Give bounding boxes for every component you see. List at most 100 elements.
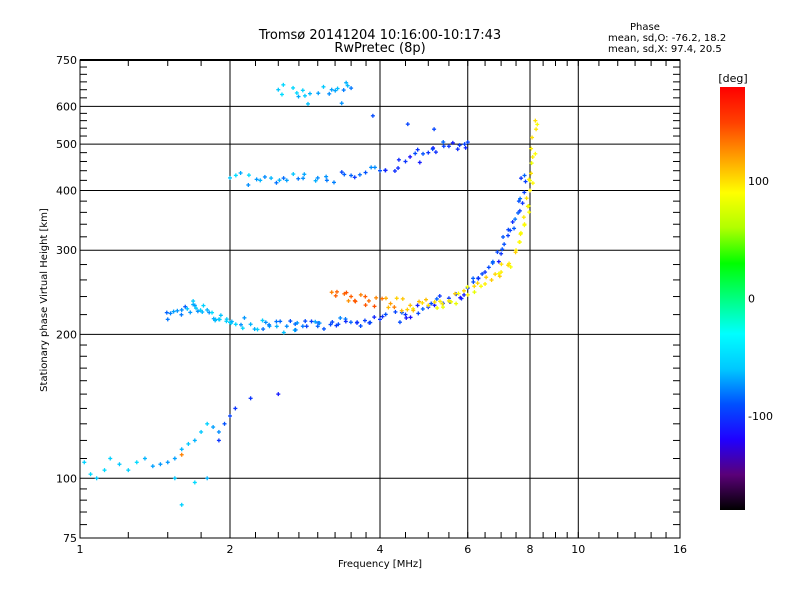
data-point bbox=[362, 318, 367, 323]
data-point bbox=[458, 295, 463, 300]
x-tick-label: 8 bbox=[527, 543, 534, 556]
data-point bbox=[274, 180, 279, 185]
data-point bbox=[493, 272, 498, 277]
data-point bbox=[420, 300, 425, 305]
data-point bbox=[435, 306, 440, 311]
data-point bbox=[430, 147, 435, 152]
data-point bbox=[346, 298, 351, 303]
data-point bbox=[524, 196, 529, 201]
data-point bbox=[126, 468, 131, 473]
data-point bbox=[456, 291, 461, 296]
data-point bbox=[108, 456, 113, 461]
data-point bbox=[440, 301, 445, 306]
data-point bbox=[432, 127, 437, 132]
data-point bbox=[327, 91, 332, 96]
data-point bbox=[313, 178, 318, 183]
data-point bbox=[295, 320, 300, 325]
data-point bbox=[303, 319, 308, 324]
data-point bbox=[344, 290, 349, 295]
data-point bbox=[526, 204, 531, 209]
data-point bbox=[357, 172, 362, 177]
data-point bbox=[284, 178, 289, 183]
data-point bbox=[233, 322, 238, 327]
data-point bbox=[102, 468, 107, 473]
data-point bbox=[397, 320, 402, 325]
y-tick-label: 100 bbox=[56, 472, 77, 485]
data-point bbox=[134, 460, 139, 465]
data-point bbox=[462, 292, 467, 297]
data-point bbox=[238, 170, 243, 175]
data-point bbox=[179, 447, 184, 452]
data-point bbox=[172, 456, 177, 461]
data-point bbox=[330, 320, 335, 325]
data-point bbox=[248, 322, 253, 327]
data-point bbox=[363, 303, 368, 308]
data-point bbox=[516, 210, 521, 215]
colorbar-ticks: 100 0 -100 bbox=[748, 175, 773, 423]
data-point bbox=[415, 303, 420, 308]
data-point bbox=[530, 155, 535, 160]
data-point bbox=[186, 441, 191, 446]
x-axis-ticks: 1 2 4 6 8 10 16 bbox=[77, 60, 687, 556]
data-point bbox=[246, 173, 251, 178]
data-point bbox=[403, 159, 408, 164]
data-point bbox=[388, 301, 393, 306]
data-point bbox=[195, 309, 200, 314]
data-point bbox=[158, 462, 163, 467]
data-point bbox=[296, 176, 301, 181]
data-point bbox=[218, 313, 223, 318]
data-point bbox=[233, 406, 238, 411]
x-tick-label: 6 bbox=[464, 543, 471, 556]
data-point bbox=[528, 171, 533, 176]
data-point bbox=[291, 172, 296, 177]
data-point bbox=[339, 170, 344, 175]
y-tick-label: 200 bbox=[56, 328, 77, 341]
data-point bbox=[349, 173, 354, 178]
data-point bbox=[413, 151, 418, 156]
data-point bbox=[199, 429, 204, 434]
data-point bbox=[191, 299, 196, 304]
data-point bbox=[405, 307, 410, 312]
data-point bbox=[392, 168, 397, 173]
data-point bbox=[501, 234, 506, 239]
data-point bbox=[276, 87, 281, 92]
data-point bbox=[383, 168, 388, 173]
data-point bbox=[446, 298, 451, 303]
data-point bbox=[438, 299, 443, 304]
data-point bbox=[262, 174, 267, 179]
data-point bbox=[334, 289, 339, 294]
data-point bbox=[420, 306, 425, 311]
data-point bbox=[453, 291, 458, 296]
data-point bbox=[210, 310, 215, 315]
data-point bbox=[416, 311, 421, 316]
data-point bbox=[324, 178, 329, 183]
data-point bbox=[465, 292, 470, 297]
data-point bbox=[472, 284, 477, 289]
y-tick-label: 75 bbox=[63, 532, 77, 545]
data-point bbox=[317, 321, 322, 326]
data-point bbox=[315, 175, 320, 180]
data-point bbox=[372, 165, 377, 170]
data-point bbox=[516, 199, 521, 204]
data-point bbox=[363, 170, 368, 175]
data-point bbox=[462, 142, 467, 147]
data-point bbox=[224, 319, 229, 324]
data-point bbox=[369, 165, 374, 170]
data-point bbox=[378, 317, 382, 322]
data-point bbox=[329, 290, 334, 295]
data-point bbox=[304, 324, 309, 329]
data-point bbox=[194, 306, 199, 311]
data-point bbox=[510, 219, 515, 224]
data-point bbox=[191, 302, 196, 307]
data-point bbox=[358, 292, 363, 297]
data-point bbox=[415, 147, 420, 152]
data-point bbox=[281, 330, 286, 335]
data-point bbox=[471, 276, 476, 281]
scatter-points bbox=[82, 80, 540, 507]
colorbar-gradient bbox=[720, 87, 745, 510]
data-point bbox=[463, 145, 468, 150]
data-point bbox=[449, 299, 454, 304]
data-point bbox=[277, 178, 282, 183]
data-point bbox=[533, 151, 538, 156]
